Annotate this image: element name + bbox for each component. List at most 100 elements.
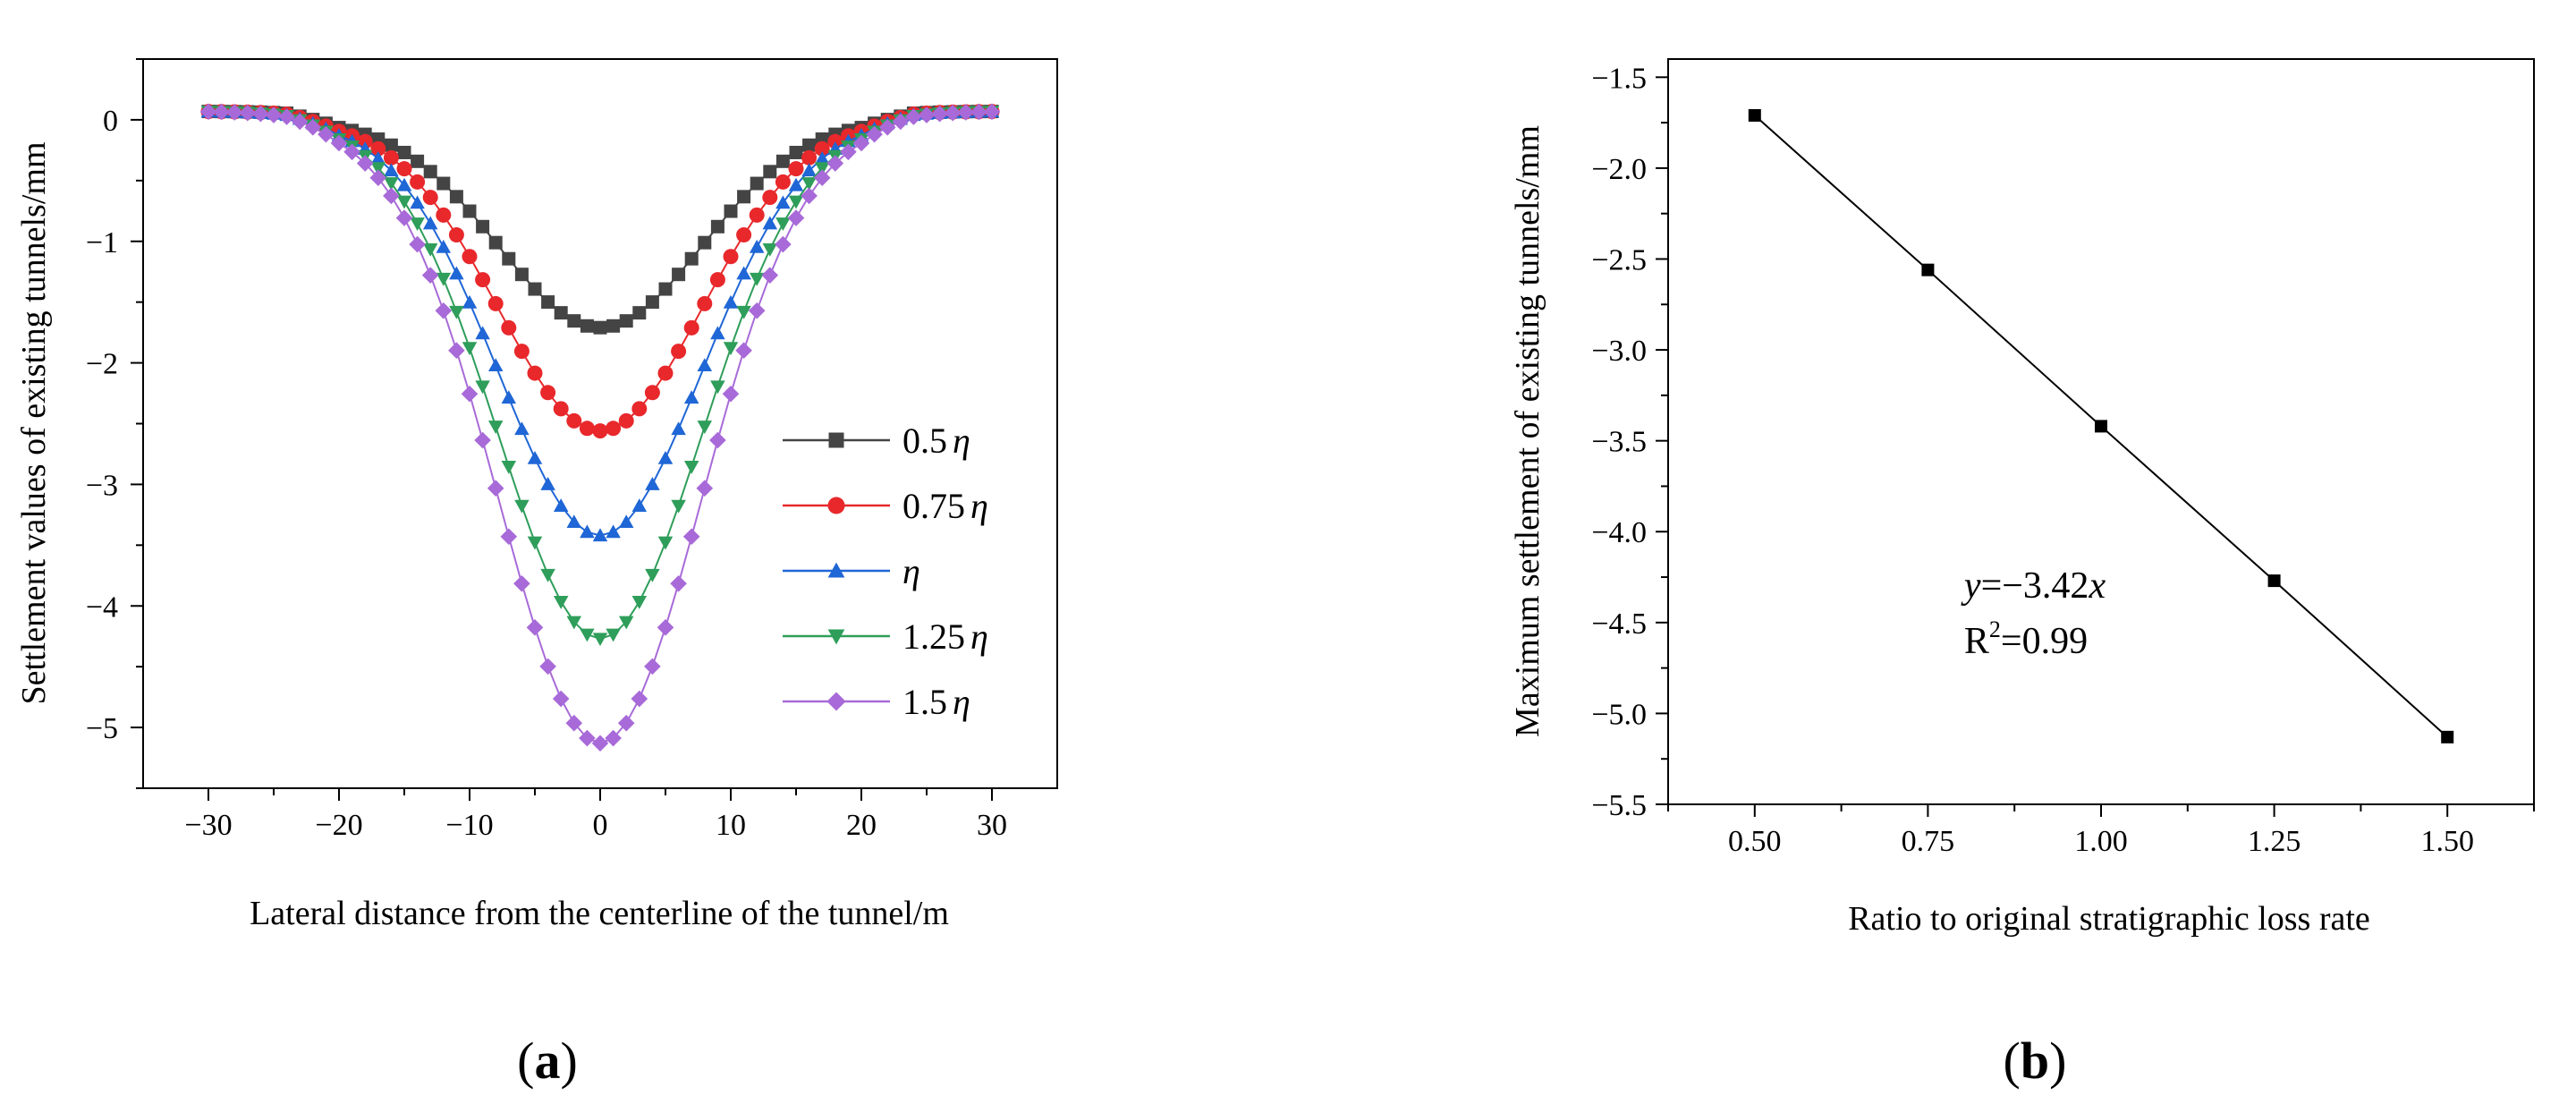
panel-a-x-tick-label: −30	[184, 809, 232, 842]
panel-a-y-tick-label: −3	[86, 469, 118, 502]
panel-a-data-point	[567, 314, 581, 328]
panel-a-data-point	[723, 294, 739, 309]
panel-a-data-point	[370, 150, 386, 165]
panel-a-chart: −30 −20 −10 0 10 20 30 0 −1 −2 −3 −4 −5 0.5 η 0.75 η η 1.…	[15, 58, 1058, 1090]
panel-a-data-point	[462, 294, 478, 309]
panel-a-series-line	[208, 110, 993, 640]
legend-marker	[827, 629, 845, 645]
panel-a-data-point	[617, 714, 635, 732]
panel-a-data-point	[737, 190, 751, 204]
panel-b-y-tick-label: −3.5	[1591, 426, 1647, 459]
panel-a-data-point	[619, 314, 633, 328]
panel-a-data-point	[592, 528, 608, 542]
panel-a-data-point	[501, 461, 517, 474]
legend-label: η	[902, 551, 920, 591]
panel-a-data-point	[697, 358, 713, 372]
panel-a-y-tick-label: −4	[86, 590, 118, 624]
panel-a-data-point	[513, 344, 530, 360]
panel-a-data-point	[606, 524, 621, 539]
panel-a-data-point	[775, 154, 790, 168]
panel-a-data-point	[514, 421, 530, 436]
panel-a-data-point	[213, 103, 230, 121]
panel-a-data-point	[540, 476, 555, 490]
panel-b-x-tick-label: 1.50	[2420, 825, 2474, 858]
panel-a-data-point	[487, 480, 504, 497]
panel-a-data-point	[789, 145, 803, 159]
panel-a-data-point	[514, 268, 529, 282]
panel-a-x-tick-label: −20	[315, 809, 362, 842]
panel-a-data-point	[788, 195, 804, 209]
panel-a-data-point	[449, 266, 464, 280]
panel-a-data-point	[436, 239, 452, 253]
panel-a-data-point	[749, 272, 765, 286]
panel-b-x-tick-label: 0.75	[1902, 825, 1955, 858]
panel-a-data-point	[580, 524, 595, 539]
panel-a-data-point	[631, 498, 648, 512]
panel-a-data-point	[762, 190, 778, 206]
panel-a-data-point	[670, 574, 687, 592]
panel-a-data-point	[671, 421, 686, 436]
panel-a-data-point	[540, 568, 555, 582]
panel-a-data-point	[826, 155, 844, 172]
panel-b-x-tick-label: 0.50	[1728, 825, 1782, 858]
panel-a-data-point	[748, 302, 766, 319]
panel-a-data-point	[645, 295, 659, 310]
panel-a-data-point	[487, 421, 504, 434]
panel-a-data-point	[813, 169, 831, 187]
panel-a-data-point	[671, 499, 686, 514]
panel-a-data-point	[422, 242, 438, 257]
panel-a-data-point	[645, 476, 660, 490]
panel-a-data-point	[905, 108, 922, 125]
panel-a-data-point	[580, 628, 595, 642]
panel-a-data-point	[448, 342, 465, 360]
panel-a-data-point	[684, 251, 699, 266]
panel-a-data-point	[736, 305, 751, 319]
panel-a-data-point	[487, 295, 504, 311]
panel-a-data-point	[632, 306, 647, 320]
panel-a-data-point	[384, 177, 399, 191]
panel-b-data-point	[1921, 263, 1935, 276]
panel-a-data-point	[383, 149, 399, 166]
panel-a-data-point	[383, 187, 400, 205]
panel-a-x-tick-label: 20	[846, 809, 877, 842]
panel-a-data-point	[606, 628, 621, 642]
panel-a-data-point	[631, 595, 648, 609]
panel-a-data-point	[618, 616, 634, 630]
legend-marker	[826, 692, 846, 711]
panel-a-data-point	[683, 319, 699, 336]
panel-a-data-point	[501, 319, 517, 336]
panel-a-data-point	[278, 108, 295, 125]
panel-a-data-point	[436, 207, 452, 223]
panel-a-data-point	[697, 421, 713, 434]
panel-a-x-tick-label: −10	[445, 809, 493, 842]
panel-a-data-point	[866, 125, 883, 143]
panel-a-data-point	[199, 103, 217, 121]
panel-a-y-tick-label: −1	[86, 226, 118, 259]
panel-b-y-tick-label: −1.5	[1591, 62, 1647, 95]
panel-a-data-point	[554, 306, 568, 320]
panel-a-data-point	[698, 235, 712, 250]
panel-b-label: (b)	[2004, 1032, 2067, 1090]
panel-a-data-point	[395, 209, 413, 226]
panel-a-x-axis-label: Lateral distance from the centerline of …	[250, 895, 949, 932]
panel-a-data-point	[553, 498, 569, 512]
panel-a-data-point	[957, 104, 975, 121]
panel-a-data-point	[592, 633, 608, 647]
panel-a-data-point	[645, 568, 660, 582]
panel-b-y-tick-label: −4.5	[1591, 607, 1647, 641]
panel-a-data-point	[265, 106, 283, 123]
panel-a-data-point	[410, 217, 425, 232]
panel-a-data-point	[735, 342, 752, 360]
panel-a-data-point	[631, 690, 648, 708]
panel-a-data-point	[356, 155, 374, 172]
legend-marker	[828, 432, 844, 448]
panel-a-data-point	[487, 358, 504, 372]
panel-a-data-point	[618, 514, 634, 529]
panel-a-data-point	[605, 729, 622, 747]
panel-a-series	[199, 103, 1001, 752]
panel-a-data-point	[762, 216, 778, 230]
panel-b-data-point	[2267, 574, 2281, 588]
panel-a-data-point	[462, 249, 478, 265]
panel-a-data-point	[749, 207, 765, 223]
